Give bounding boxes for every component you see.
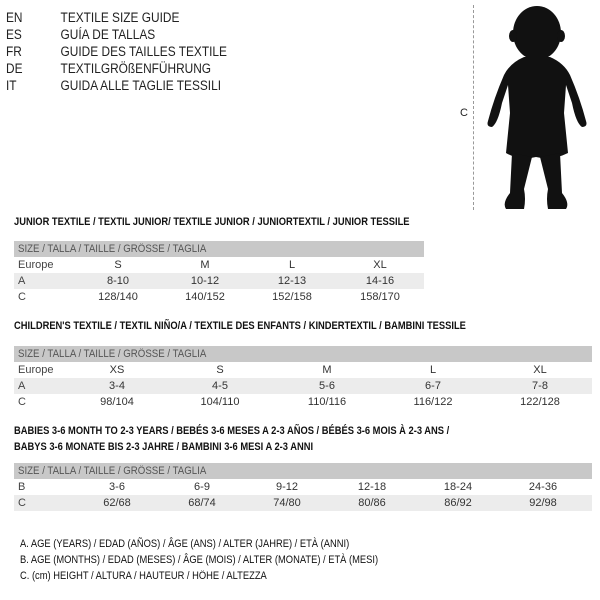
height-marker: C [460,107,468,119]
legend-b: B. AGE (MONTHS) / EDAD (MESES) / ÂGE (MO… [20,554,379,566]
table-row: A 8-10 10-12 12-13 14-16 [14,273,424,289]
language-en: EN TEXTILE SIZE GUIDE [6,10,180,25]
babies-title-line2: BABYS 3-6 MONATE BIS 2-3 JAHRE / BAMBINI… [14,441,314,453]
babies-title-line1: BABIES 3-6 MONTH TO 2-3 YEARS / BEBÉS 3-… [14,425,450,437]
table-row: C 128/140 140/152 152/158 158/170 [18,291,400,303]
table-header: SIZE / TALLA / TAILLE / GRÖSSE / TAGLIA [14,346,592,362]
language-it: IT GUIDA ALLE TAGLIE TESSILI [6,78,222,93]
babies-size-table: SIZE / TALLA / TAILLE / GRÖSSE / TAGLIA … [14,463,592,511]
legend-a: A. AGE (YEARS) / EDAD (AÑOS) / ÂGE (ANS)… [20,538,350,550]
table-header: SIZE / TALLA / TAILLE / GRÖSSE / TAGLIA [14,241,424,257]
table-row: A 3-4 4-5 5-6 6-7 7-8 [14,378,592,394]
table-row: Europe XS S M L XL [18,364,547,376]
junior-title: JUNIOR TEXTILE / TEXTIL JUNIOR/ TEXTILE … [14,216,410,228]
legend-c: C. (cm) HEIGHT / ALTURA / HAUTEUR / HÖHE… [20,570,267,582]
table-row: C 62/68 68/74 74/80 80/86 86/92 92/98 [14,495,592,511]
table-row: C 98/104 104/110 110/116 116/122 122/128 [18,396,560,408]
table-header: SIZE / TALLA / TAILLE / GRÖSSE / TAGLIA [14,463,592,479]
children-size-table: SIZE / TALLA / TAILLE / GRÖSSE / TAGLIA … [14,346,592,410]
table-row: B 3-6 6-9 9-12 12-18 18-24 24-36 [18,481,558,493]
height-measure-line [473,5,474,210]
junior-size-table: SIZE / TALLA / TAILLE / GRÖSSE / TAGLIA … [14,241,424,305]
language-fr: FR GUIDE DES TAILLES TEXTILE [6,44,227,59]
language-de: DE TEXTILGRÖßENFÜHRUNG [6,61,212,76]
children-title: CHILDREN'S TEXTILE / TEXTIL NIÑO/A / TEX… [14,320,466,332]
language-es: ES GUÍA DE TALLAS [6,27,156,42]
baby-silhouette-icon [487,6,587,209]
table-row: Europe S M L XL [18,259,387,271]
